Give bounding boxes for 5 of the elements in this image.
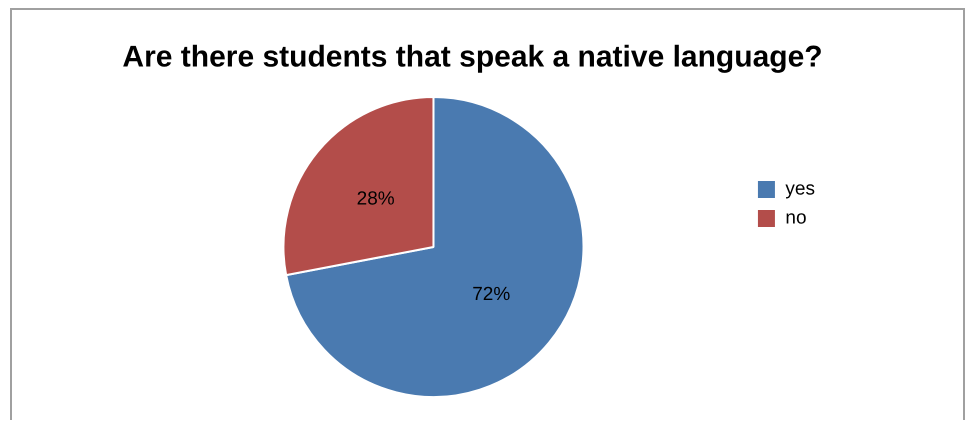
legend-label: yes <box>785 178 816 200</box>
data-label: 28% <box>356 188 395 210</box>
data-label: 72% <box>472 284 510 306</box>
chart-title: Are there students that speak a native language? <box>122 40 823 74</box>
legend-label: no <box>785 208 807 229</box>
